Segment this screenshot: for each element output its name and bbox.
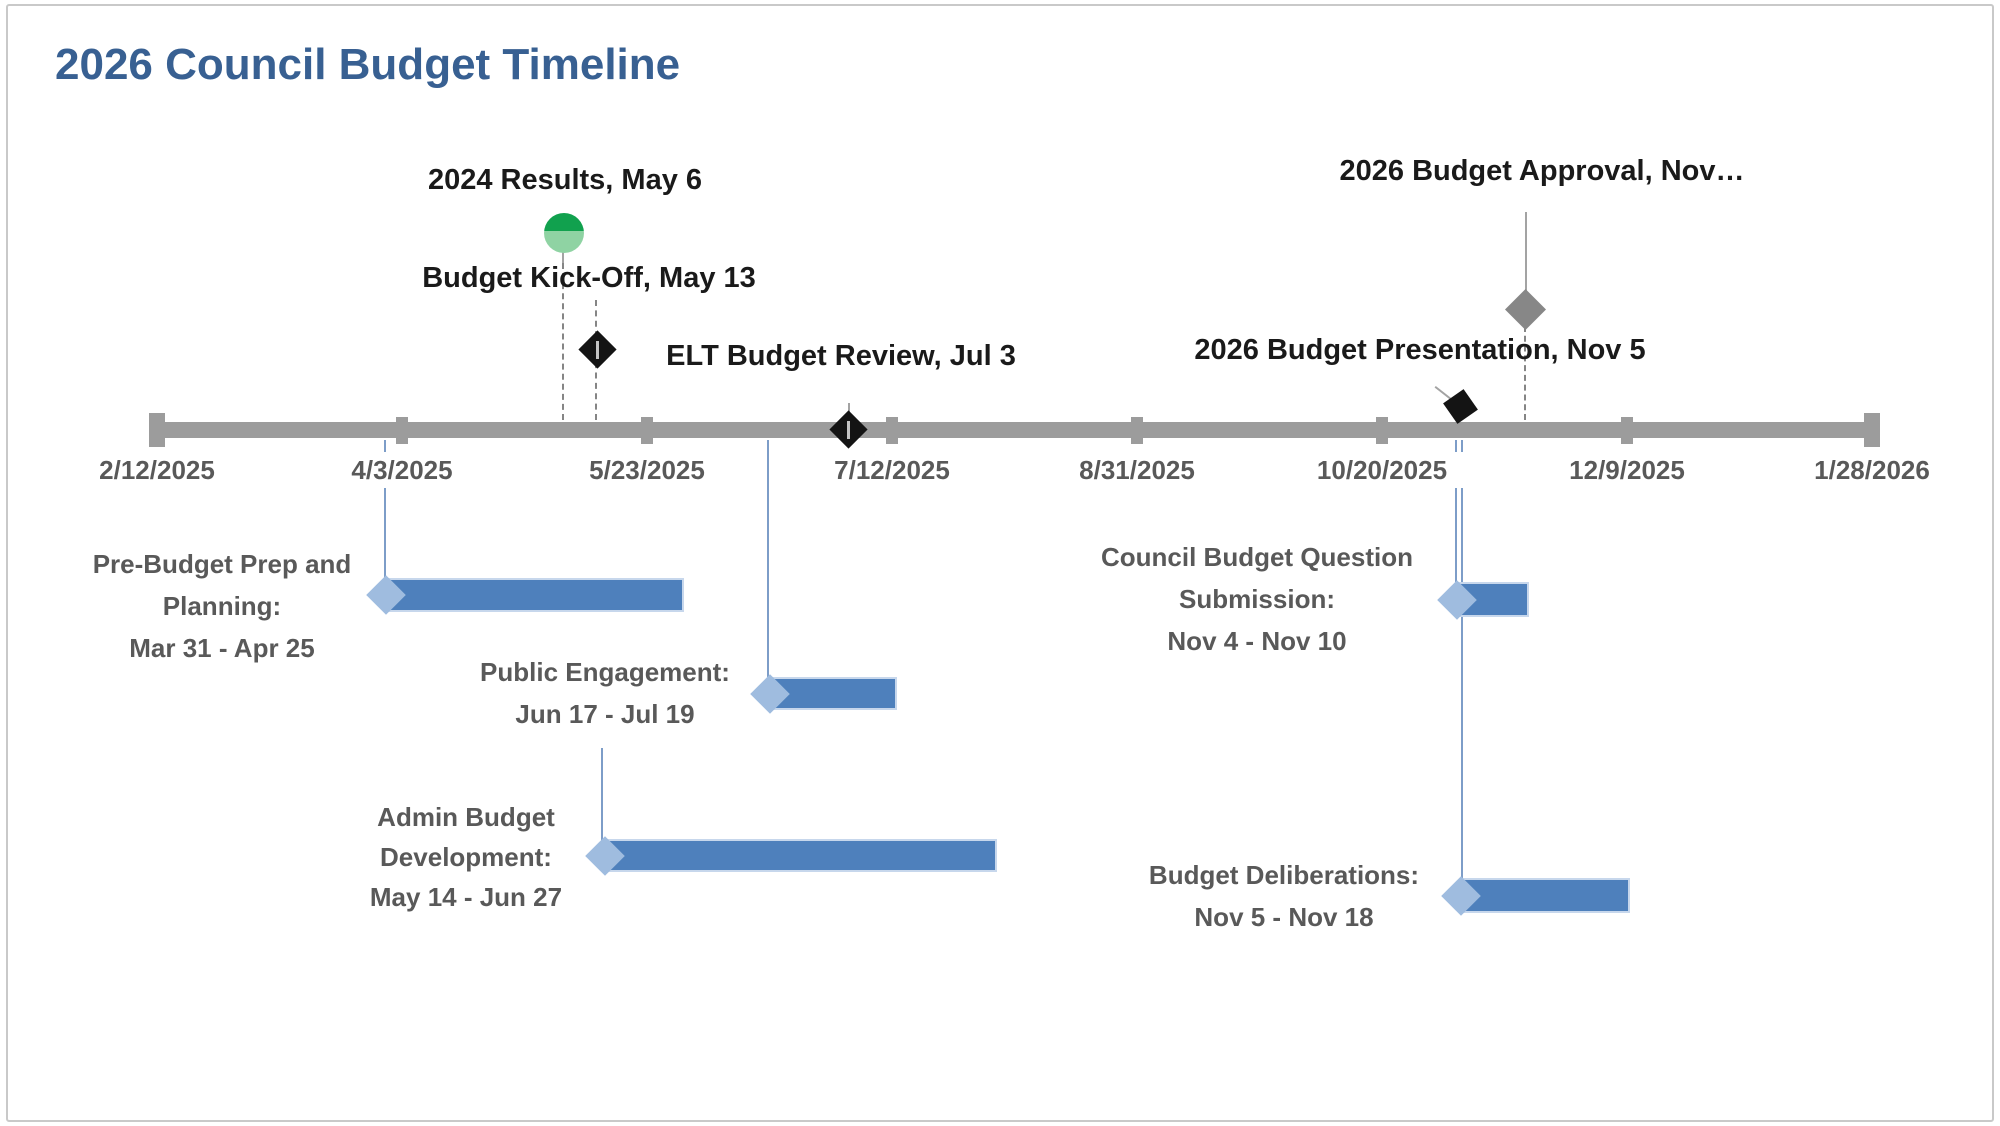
milestone-label-elt: ELT Budget Review, Jul 3 (666, 340, 1016, 372)
milestone-label-results: 2024 Results, May 6 (427, 164, 703, 196)
task-label-line: Admin Budget (377, 802, 555, 832)
axis-date-label-1: 4/3/2025 (312, 452, 492, 488)
task-label-prebudget: Pre-Budget Prep and Planning: Mar 31 - A… (52, 543, 392, 669)
task-bar-public-engagement (750, 673, 897, 714)
axis-date-label-0: 2/12/2025 (67, 452, 247, 488)
axis-tick-4 (1131, 417, 1143, 444)
task-label-line: Pre-Budget Prep and (92, 549, 352, 579)
axis-date-label-2: 5/23/2025 (557, 452, 737, 488)
leader-line-prebudget (384, 440, 386, 578)
results-stem-line (562, 250, 564, 263)
task-label-public-engagement: Public Engagement: Jun 17 - Jul 19 (435, 651, 775, 735)
milestone-label-approval: 2026 Budget Approval, Nov… (1339, 155, 1745, 187)
axis-date-label-6: 12/9/2025 (1537, 452, 1717, 488)
axis-tick-3 (886, 417, 898, 444)
leader-line-admin-budget (601, 748, 603, 841)
task-bar-council-question (1437, 579, 1529, 620)
task-label-admin-budget: Admin Budget Development: May 14 - Jun 2… (296, 797, 636, 917)
axis-tick-5 (1376, 417, 1388, 444)
leader-line-public-engagement (767, 440, 769, 677)
task-label-line: May 14 - Jun 27 (369, 882, 563, 912)
approval-dashed-line (1524, 326, 1526, 420)
task-label-deliberations: Budget Deliberations: Nov 5 - Nov 18 (1104, 854, 1464, 938)
chart-title: 2026 Council Budget Timeline (55, 40, 681, 89)
approval-leader-line (1525, 212, 1527, 296)
axis-tick-6 (1621, 417, 1633, 444)
results-circle-marker (544, 213, 584, 253)
leader-line-deliberations (1461, 440, 1463, 878)
axis-tick-7 (1864, 413, 1880, 447)
task-label-line: Planning: (162, 591, 282, 621)
results-dashed-line (562, 263, 564, 420)
task-label-line: Development: (380, 842, 552, 872)
task-label-line: Council Budget Question (1101, 542, 1413, 572)
axis-date-label-4: 8/31/2025 (1047, 452, 1227, 488)
kickoff-diamond-slit (596, 341, 599, 359)
task-label-line: Submission: (1178, 584, 1335, 614)
axis-date-label-3: 7/12/2025 (802, 452, 982, 488)
task-bar-deliberations (1441, 875, 1630, 916)
task-label-line: Public Engagement: (480, 657, 730, 687)
task-label-council-question: Council Budget Question Submission: Nov … (1077, 536, 1437, 662)
task-bar-admin-budget (585, 835, 997, 876)
task-bar-prebudget (366, 575, 684, 615)
leader-line-council-question (1455, 440, 1457, 582)
task-label-line: Budget Deliberations: (1148, 860, 1420, 890)
task-label-line: Mar 31 - Apr 25 (129, 633, 315, 663)
milestone-label-kickoff: Budget Kick-Off, May 13 (422, 262, 756, 294)
milestone-label-presentation: 2026 Budget Presentation, Nov 5 (1194, 334, 1646, 366)
axis-tick-1 (396, 417, 408, 444)
axis-tick-2 (641, 417, 653, 444)
timeline-axis (150, 422, 1880, 438)
axis-date-label-7: 1/28/2026 (1782, 452, 1962, 488)
axis-date-label-5: 10/20/2025 (1292, 452, 1472, 488)
axis-tick-0 (149, 413, 165, 447)
task-label-line: Nov 5 - Nov 18 (1194, 902, 1374, 932)
task-label-line: Jun 17 - Jul 19 (515, 699, 695, 729)
task-label-line: Nov 4 - Nov 10 (1167, 626, 1347, 656)
chart-frame (6, 4, 1994, 1122)
elt-diamond-slit (847, 421, 850, 439)
